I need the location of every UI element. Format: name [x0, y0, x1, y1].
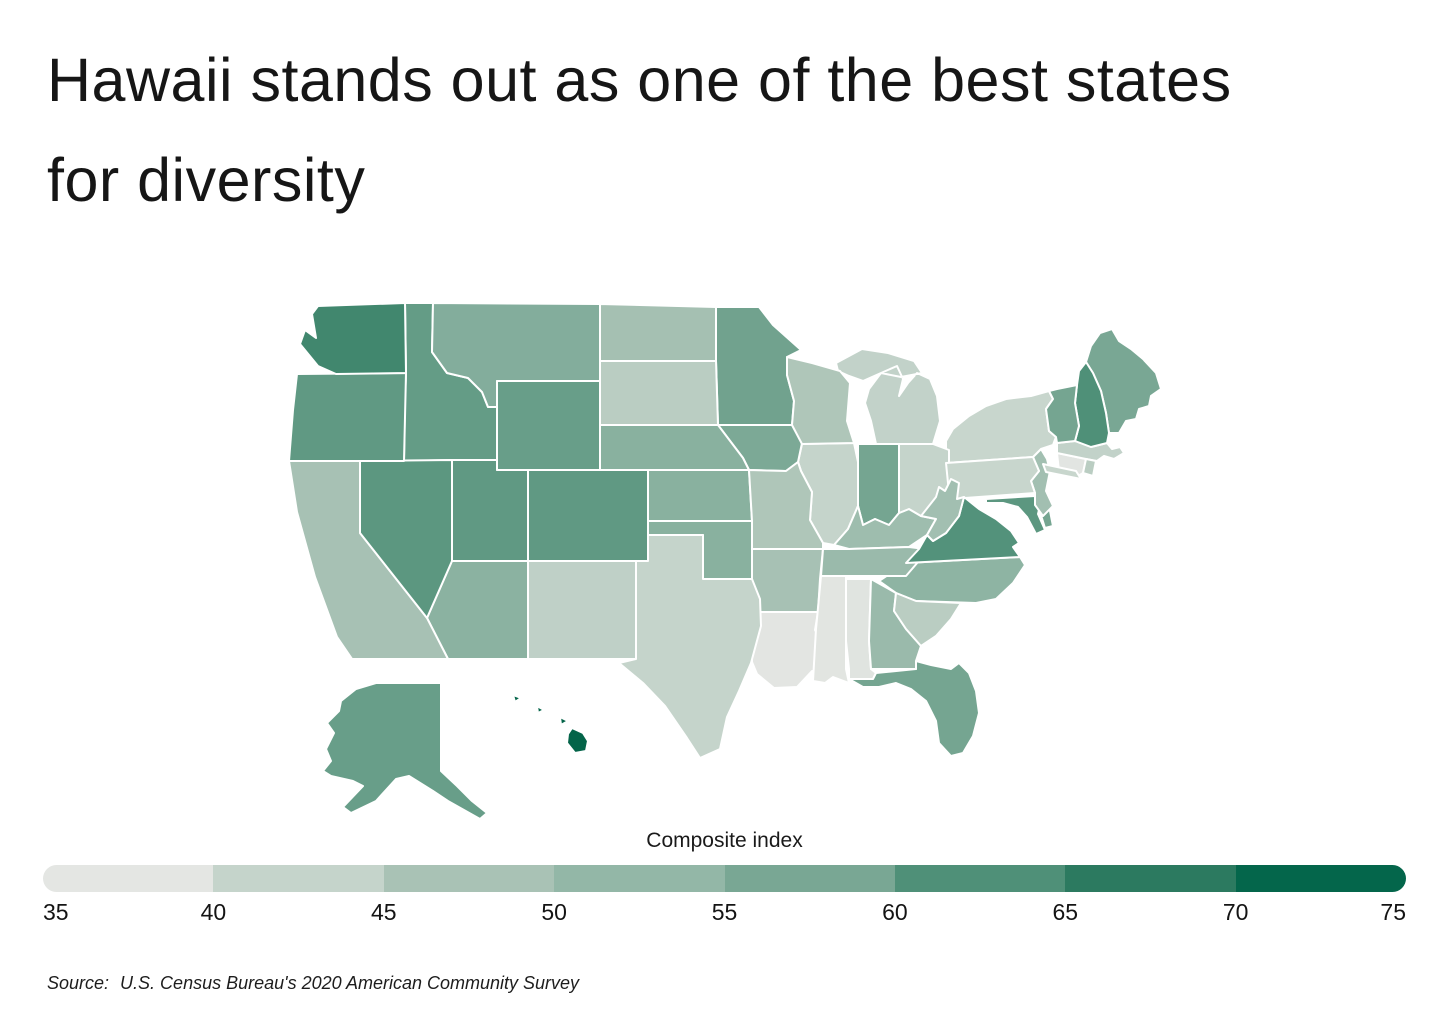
page-title: Hawaii stands out as one of the best sta…: [47, 46, 1232, 214]
legend-tick-35: 35: [43, 899, 69, 925]
state-sc: [893, 592, 962, 647]
source-note: Source: U.S. Census Bureau's 2020 America…: [47, 973, 579, 994]
legend-tick-70: 70: [1222, 899, 1249, 925]
state-co: [527, 469, 649, 562]
legend-swatch-3: [554, 865, 725, 892]
state-nd: [599, 303, 717, 362]
legend-tick-45: 45: [370, 899, 397, 925]
state-wy: [496, 380, 601, 471]
legend-tick-40: 40: [200, 899, 227, 925]
legend: Composite index 35 40 45 50 55 60 65 70 75: [43, 829, 1406, 927]
state-nm: [527, 560, 637, 660]
state-ak: [322, 682, 488, 820]
legend-swatch-7: [1235, 865, 1406, 892]
legend-swatch-0: [43, 865, 214, 892]
state-tx: [618, 534, 762, 759]
state-wa: [299, 302, 407, 375]
state-mi: [835, 348, 941, 445]
legend-title: Composite index: [646, 829, 803, 852]
legend-tick-60: 60: [882, 899, 908, 925]
state-hi: [512, 694, 589, 754]
state-nv: [359, 459, 453, 619]
state-in: [857, 443, 900, 526]
legend-tick-75: 75: [1380, 899, 1406, 925]
state-ms: [812, 575, 850, 684]
source-text: U.S. Census Bureau's 2020 American Commu…: [120, 973, 580, 993]
legend-swatch-4: [724, 865, 895, 892]
legend-swatch-2: [383, 865, 555, 892]
state-wv: [920, 478, 965, 542]
state-ar: [751, 548, 824, 613]
legend-tick-55: 55: [711, 899, 738, 925]
legend-swatch-5: [894, 865, 1066, 892]
us-choropleth-map: [288, 302, 1162, 820]
legend-color-scale: [43, 865, 1406, 892]
legend-tick-65: 65: [1052, 899, 1079, 925]
state-vt: [1045, 384, 1080, 444]
state-ut: [451, 459, 529, 562]
state-wi: [786, 356, 855, 445]
legend-tick-50: 50: [541, 899, 567, 925]
state-ks: [647, 469, 753, 522]
legend-swatch-6: [1065, 865, 1236, 892]
state-or: [288, 372, 407, 462]
legend-swatch-1: [213, 865, 384, 892]
legend-ticks: 35 40 45 50 55 60 65 70 75: [43, 899, 1406, 927]
state-sd: [599, 360, 719, 426]
state-pa: [945, 456, 1040, 500]
state-ri: [1082, 458, 1097, 477]
source-label: Source:: [47, 973, 110, 993]
